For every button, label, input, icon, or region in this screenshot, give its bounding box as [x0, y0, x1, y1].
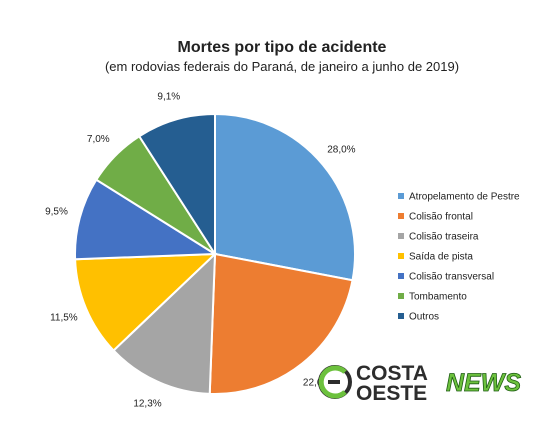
legend-label-colisao-transversal: Colisão transversal	[409, 272, 494, 283]
legend-label-atropelamento-de-pestre: Atropelamento de Pestre	[409, 192, 520, 203]
legend-swatch-colisao-frontal	[398, 213, 404, 219]
data-label-outros: 9,1%	[157, 92, 180, 103]
logo-emblem-icon	[318, 365, 352, 399]
legend-label-colisao-traseira: Colisão traseira	[409, 232, 479, 243]
data-label-saida-de-pista: 11,5%	[50, 313, 78, 324]
logo-line1: COSTA	[356, 362, 428, 385]
logo-line2: OESTE	[356, 382, 427, 405]
pie-slice-colisao-traseira	[112, 251, 217, 395]
pie-slice-colisao-frontal	[208, 252, 354, 395]
legend-swatch-atropelamento-de-pestre	[398, 193, 404, 199]
data-labels: 28,0% 22,6% 12,3% 11,5% 9,5% 7,0% 9,1%	[45, 92, 356, 410]
legend-swatch-outros	[398, 313, 404, 319]
data-label-tombamento: 7,0%	[87, 134, 110, 145]
data-label-colisao-transversal: 9,5%	[45, 207, 68, 218]
data-label-atropelamento-de-pestre: 28,0%	[327, 145, 355, 156]
logo-accent: NEWS	[446, 369, 521, 397]
costa-oeste-news-logo: COSTA OESTE NEWS	[318, 362, 522, 405]
chart-subtitle: (em rodovias federais do Paraná, de jane…	[105, 59, 459, 74]
pie-slice-saida-de-pista	[74, 252, 218, 352]
legend-label-outros: Outros	[409, 312, 439, 323]
pie-slice-outros	[137, 112, 216, 258]
pie-slice-colisao-transversal	[74, 178, 219, 261]
legend: Atropelamento de Pestre Colisão frontal Co…	[398, 192, 520, 323]
legend-label-tombamento: Tombamento	[409, 292, 467, 303]
chart-title: Mortes por tipo de acidente	[178, 39, 387, 56]
legend-swatch-saida-de-pista	[398, 253, 404, 259]
data-label-colisao-traseira: 12,3%	[133, 399, 161, 410]
pie-slice-atropelamento-de-pestre	[214, 112, 356, 282]
legend-swatch-colisao-transversal	[398, 273, 404, 279]
data-label-colisao-frontal: 22,6%	[303, 377, 331, 388]
legend-label-colisao-frontal: Colisão frontal	[409, 212, 473, 223]
legend-label-saida-de-pista: Saída de pista	[409, 252, 473, 263]
legend-swatch-colisao-traseira	[398, 233, 404, 239]
pie-slices	[74, 112, 356, 395]
legend-swatch-tombamento	[398, 293, 404, 299]
